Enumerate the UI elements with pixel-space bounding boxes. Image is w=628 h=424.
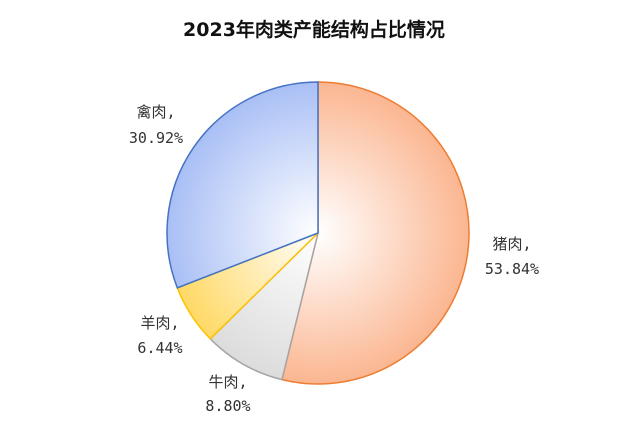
- slice-label-name: 牛肉,: [208, 373, 247, 391]
- pie-slice-2: [209, 230, 320, 381]
- pie-slice-1: [281, 81, 470, 385]
- pie-slices: [166, 81, 470, 385]
- slice-label-name: 羊肉,: [140, 314, 179, 332]
- slice-label-value: 30.92%: [129, 129, 183, 147]
- slice-label-name: 猪肉,: [492, 235, 531, 253]
- slice-label-value: 8.80%: [205, 397, 250, 415]
- chart-title: 2023年肉类产能结构占比情况: [183, 18, 445, 41]
- pie-labels: 猪肉, 53.84% 牛肉, 8.80% 羊肉, 6.44% 禽肉, 30.92%: [129, 103, 539, 415]
- slice-label-value: 6.44%: [137, 339, 182, 357]
- slice-label-name: 禽肉,: [136, 103, 175, 121]
- slice-label-value: 53.84%: [485, 260, 539, 278]
- pie-slice-4: [166, 81, 319, 289]
